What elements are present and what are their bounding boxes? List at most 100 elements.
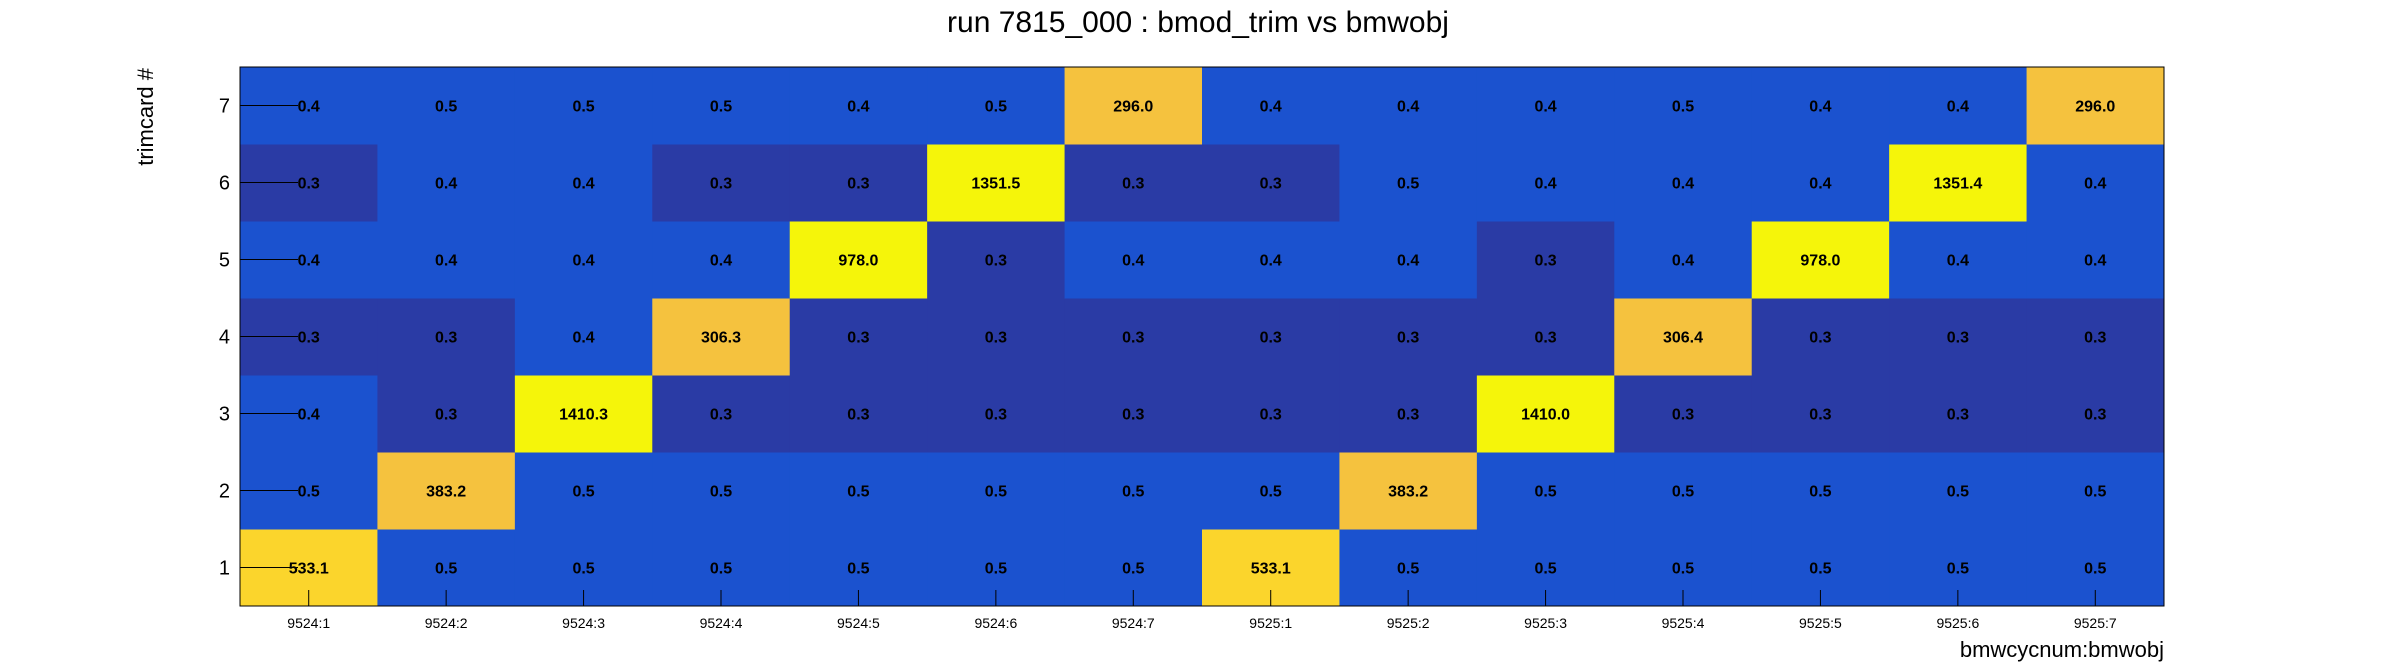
cell-value-label: 0.3: [1260, 407, 1282, 424]
cell-value-label: 0.5: [1809, 561, 1831, 578]
cell-value-label: 0.5: [985, 561, 1007, 578]
cell-value-label: 0.5: [847, 484, 869, 501]
x-tick-label: 9525:7: [2074, 615, 2117, 631]
cell-value-label: 0.5: [710, 99, 732, 116]
cell-value-label: 0.4: [1809, 176, 1831, 193]
x-axis-label: bmwcycnum:bmwobj: [1960, 637, 2164, 662]
cell-value-label: 0.4: [572, 330, 594, 347]
heatmap-cell: [1202, 221, 1340, 299]
cell-value-label: 533.1: [289, 561, 329, 578]
cell-value-label: 0.3: [1260, 330, 1282, 347]
heatmap-cell: [927, 452, 1066, 530]
y-axis-label: trimcard #: [133, 67, 158, 166]
cell-value-label: 0.5: [1672, 484, 1694, 501]
cell-value-label: 0.5: [1122, 484, 1144, 501]
cell-value-label: 0.5: [1947, 561, 1969, 578]
heatmap-cell: [1751, 67, 1890, 145]
heatmap-cell: [514, 67, 653, 145]
cell-value-label: 0.4: [1947, 253, 1969, 270]
heatmap-cell: [1614, 221, 1753, 299]
cell-value-label: 0.4: [435, 176, 457, 193]
cell-value-label: 0.3: [1672, 407, 1694, 424]
heatmap-cell: [1476, 375, 1615, 453]
cell-value-label: 0.5: [1534, 484, 1556, 501]
y-tick-label: 4: [219, 327, 230, 349]
heatmap-cell: [1614, 67, 1753, 145]
cell-value-label: 0.5: [1122, 561, 1144, 578]
heatmap-cell: [377, 298, 516, 376]
heatmap-cell: [1064, 452, 1203, 530]
cell-value-label: 0.4: [847, 99, 869, 116]
cell-value-label: 0.5: [572, 484, 594, 501]
cell-value-label: 0.3: [298, 330, 320, 347]
x-tick-label: 9524:7: [1112, 615, 1155, 631]
cell-value-label: 0.4: [1947, 99, 1969, 116]
cell-value-label: 0.3: [1534, 253, 1556, 270]
heatmap-cell: [1614, 375, 1753, 453]
cell-value-label: 0.4: [1809, 99, 1831, 116]
cell-value-label: 0.4: [1122, 253, 1144, 270]
cell-value-label: 0.3: [985, 253, 1007, 270]
heatmap-cell: [927, 67, 1066, 145]
heatmap-cell: [377, 375, 516, 453]
heatmap-cell: [1202, 298, 1340, 376]
x-axis-ticks: 9524:1 9524:2 9524:3 9524:4 9524:5 9524:6 9524…: [287, 590, 2117, 631]
cell-value-label: 533.1: [1251, 561, 1291, 578]
heatmap-cell: [377, 452, 516, 530]
cell-value-label: 0.5: [1947, 484, 1969, 501]
cell-value-label: 0.5: [985, 99, 1007, 116]
cell-value-label: 1351.5: [971, 176, 1020, 193]
heatmap-cell: [2026, 221, 2165, 299]
heatmap-cell: [1889, 452, 2028, 530]
cell-value-label: 0.5: [1672, 561, 1694, 578]
cell-value-label: 0.4: [298, 253, 320, 270]
heatmap-cell: [377, 67, 516, 145]
heatmap-cell: [1339, 221, 1478, 299]
heatmap-cell: [652, 67, 791, 145]
heatmap-cell: [514, 221, 653, 299]
cell-value-label: 0.5: [1397, 176, 1419, 193]
heatmap-cell: [1202, 452, 1340, 530]
x-tick-label: 9524:6: [974, 615, 1017, 631]
heatmap-cell: [1339, 375, 1478, 453]
cell-value-label: 0.5: [710, 561, 732, 578]
heatmap-cell: [1339, 144, 1478, 222]
cell-value-label: 383.2: [1388, 484, 1428, 501]
cell-value-label: 1410.3: [559, 407, 608, 424]
heatmap-cell: [1476, 298, 1615, 376]
cell-value-label: 0.3: [298, 176, 320, 193]
x-tick-label: 9525:6: [1936, 615, 1979, 631]
heatmap-cell: [1889, 375, 2028, 453]
heatmap-cell: [927, 221, 1066, 299]
y-tick-label: 5: [219, 250, 230, 272]
x-tick-label: 9524:1: [287, 615, 330, 631]
cell-value-label: 0.4: [298, 99, 320, 116]
cell-value-label: 0.3: [847, 330, 869, 347]
cell-value-label: 296.0: [2075, 99, 2115, 116]
heatmap-cell: [1064, 375, 1203, 453]
cell-value-label: 0.3: [435, 407, 457, 424]
cell-value-label: 306.3: [701, 330, 741, 347]
heatmap-cell: [789, 298, 928, 376]
cell-value-label: 0.4: [298, 407, 320, 424]
x-tick-label: 9524:2: [425, 615, 468, 631]
heatmap-cell: [1064, 144, 1203, 222]
heatmap-cell: [1614, 144, 1753, 222]
cell-value-label: 0.5: [1397, 561, 1419, 578]
heatmap-cell: [2026, 452, 2165, 530]
heatmap-cell: [1614, 298, 1753, 376]
cell-value-label: 0.4: [1534, 99, 1556, 116]
heatmap-cell: [1064, 67, 1203, 145]
heatmap-cell: [1751, 452, 1890, 530]
cell-value-label: 0.4: [2084, 176, 2106, 193]
cell-value-label: 0.3: [710, 407, 732, 424]
heatmap-cell: [652, 375, 791, 453]
x-tick-label: 9524:4: [700, 615, 743, 631]
cell-value-label: 0.5: [2084, 484, 2106, 501]
heatmap-cell: [1889, 221, 2028, 299]
x-tick-label: 9525:3: [1524, 615, 1567, 631]
cell-value-label: 0.3: [847, 407, 869, 424]
heatmap-cells: [240, 67, 2165, 607]
heatmap-cell: [789, 221, 928, 299]
heatmap-cell: [2026, 67, 2165, 145]
